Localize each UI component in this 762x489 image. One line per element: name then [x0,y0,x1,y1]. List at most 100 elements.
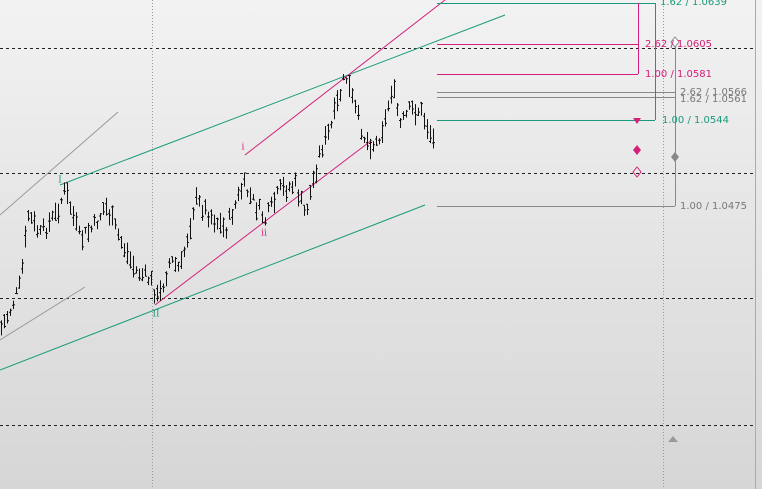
price-bar [279,178,282,191]
wave-label: ii [261,229,267,239]
price-bar [222,217,225,238]
price-bar [123,243,126,258]
price-bar [99,213,102,221]
price-bar [12,300,15,310]
price-bar [390,85,393,104]
price-bar [30,212,33,224]
price-bar [318,145,321,158]
level-label: 1.62 / 1.0639 [660,0,727,8]
price-bar [9,308,12,316]
price-bar [393,79,396,99]
price-bar [240,182,243,200]
price-bar [18,275,21,289]
price-bar [288,181,291,192]
price-bar [75,212,78,231]
price-bar [300,190,303,205]
price-bar [177,261,180,272]
price-bar [324,126,327,145]
price-bar [72,206,75,227]
price-bar [24,225,27,248]
price-bar [84,226,87,234]
price-bar [297,189,300,207]
price-bar [192,207,195,220]
price-bar [228,207,231,220]
price-bar [396,103,399,117]
price-bar [210,209,213,225]
price-bar [0,320,3,336]
price-bar [66,182,69,205]
level-labels: 1.62 / 1.0639 2.62 / 1.0605 1.00 / 1.058… [645,0,747,212]
price-bar [282,176,285,196]
wave-label: i [242,143,245,153]
price-bar [93,214,96,226]
level-label: 1.00 / 1.0544 [662,115,729,126]
price-bar [42,218,45,231]
price-bar [351,88,354,104]
price-bar [111,205,114,226]
wave-label: I [58,176,62,186]
price-bar [69,201,72,215]
price-bar [36,225,39,238]
price-bar [342,74,345,81]
price-bar [330,120,333,129]
price-bar [261,211,264,224]
price-bar [90,225,93,233]
price-bar [408,101,411,110]
price-bar [168,258,171,269]
price-bar [414,104,417,126]
price-bar [405,109,408,118]
price-bar [249,187,252,205]
price-bar [246,189,249,198]
price-bar [336,90,339,112]
price-bar [234,200,237,209]
price-bar [264,217,267,226]
price-bar [252,193,255,201]
price-bar [273,191,276,213]
price-bar [135,266,138,274]
price-bar [387,100,390,112]
price-bar [294,172,297,187]
price-bar [378,138,381,145]
price-bar [276,185,279,195]
price-bar [60,197,63,204]
price-bar [78,225,81,235]
price-bar [312,170,315,188]
wave-labels: i ii I II [58,143,267,320]
price-bar [372,141,375,152]
price-bar [303,204,306,216]
price-bar [231,208,234,225]
price-bar [138,268,141,281]
price-bar [270,196,273,207]
price-bar [333,97,336,120]
price-bar [129,251,132,269]
price-bar [117,228,120,241]
price-bar [33,211,36,232]
price-bar [81,230,84,251]
price-bar [132,255,135,278]
price-bar [153,289,156,304]
level-label: 1.00 / 1.0581 [645,69,712,80]
price-bar [198,195,201,207]
price-bar [366,132,369,151]
price-bar [87,222,90,243]
price-bar [315,164,318,184]
price-bar [54,202,57,221]
price-bar [291,181,294,195]
wave-label: II [152,310,160,320]
price-bar [423,112,426,130]
price-bar [3,314,6,329]
level-label: 2.62 / 1.0605 [645,39,712,50]
level-label: 1.62 / 1.0561 [680,94,747,105]
price-bar [354,99,357,114]
price-bar [219,212,222,234]
price-bar [147,276,150,286]
price-bars [0,74,435,336]
price-bar [267,202,270,213]
price-bar [126,242,129,265]
price-bar [348,74,351,98]
green-channel [0,14,506,371]
price-bar [213,214,216,233]
price-bar [402,111,405,120]
price-bar [180,251,183,269]
price-bar [144,264,147,277]
